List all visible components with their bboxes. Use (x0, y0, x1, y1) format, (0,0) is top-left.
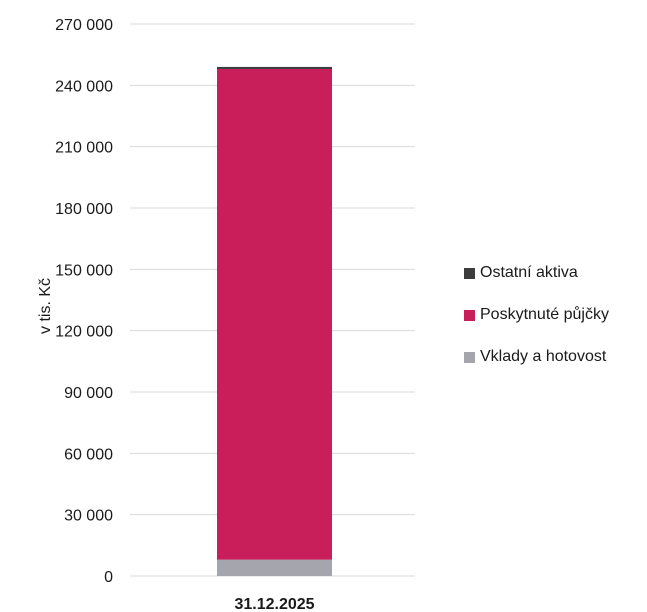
legend-swatch (464, 268, 475, 279)
legend-item: Poskytnuté půjčky (464, 304, 609, 326)
bar-segment (217, 560, 332, 576)
y-axis-label: v tis. Kč (37, 278, 54, 334)
y-tick-label: 210 000 (55, 140, 113, 157)
legend-item: Ostatní aktiva (464, 262, 609, 284)
bar-segment (217, 67, 332, 69)
y-tick-label: 150 000 (55, 262, 113, 279)
x-category-label: 31.12.2025 (234, 596, 314, 612)
legend-swatch (464, 310, 475, 321)
y-tick-label: 0 (104, 569, 113, 586)
bars (217, 67, 332, 576)
legend: Ostatní aktiva Poskytnuté půjčky Vklady a … (464, 262, 609, 388)
x-axis-categories: 31.12.2025 (234, 596, 314, 612)
y-tick-label: 240 000 (55, 78, 113, 95)
legend-item: Vklady a hotovost (464, 346, 609, 368)
y-axis-ticks: 0 30 000 60 000 90 000 120 000 150 000 180 000… (55, 17, 113, 586)
y-tick-label: 60 000 (64, 446, 113, 463)
bar-segment (217, 69, 332, 560)
legend-label: Vklady a hotovost (480, 348, 606, 366)
legend-label: Ostatní aktiva (480, 264, 578, 282)
y-tick-label: 90 000 (64, 385, 113, 402)
legend-swatch (464, 352, 475, 363)
y-tick-label: 180 000 (55, 201, 113, 218)
y-tick-label: 270 000 (55, 17, 113, 34)
y-tick-label: 120 000 (55, 324, 113, 341)
legend-label: Poskytnuté půjčky (480, 306, 609, 324)
y-tick-label: 30 000 (64, 508, 113, 525)
